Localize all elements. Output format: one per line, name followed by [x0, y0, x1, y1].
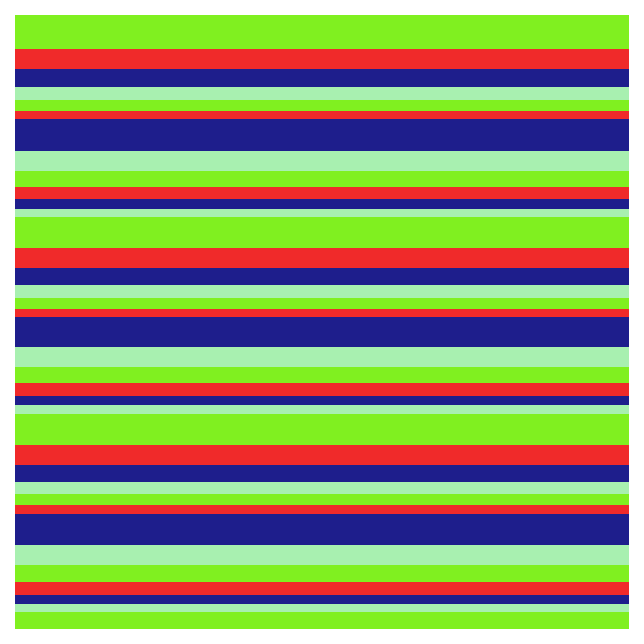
stripe-navy: [15, 514, 629, 545]
stripe-red: [15, 445, 629, 465]
stripe-red: [15, 187, 629, 199]
stripe-navy: [15, 119, 629, 151]
stripe-green: [15, 100, 629, 111]
stripe-green: [15, 612, 629, 629]
stripe-navy: [15, 396, 629, 405]
stripe-green: [15, 171, 629, 187]
stripe-mint: [15, 87, 629, 100]
stripe-mint: [15, 151, 629, 171]
stripe-red: [15, 582, 629, 595]
stripe-green: [15, 565, 629, 582]
stripe-green: [15, 298, 629, 309]
stripe-red: [15, 309, 629, 317]
stripe-green: [15, 367, 629, 383]
stripe-navy: [15, 595, 629, 604]
stripe-red: [15, 111, 629, 119]
stripe-green: [15, 494, 629, 505]
stripe-red: [15, 505, 629, 514]
stripe-navy: [15, 465, 629, 482]
stripe-red: [15, 383, 629, 396]
stripe-mint: [15, 604, 629, 612]
stripe-mint: [15, 285, 629, 298]
stripe-navy: [15, 317, 629, 347]
stripe-navy: [15, 268, 629, 285]
stripe-navy: [15, 69, 629, 87]
stripe-mint: [15, 209, 629, 217]
stripe-navy: [15, 199, 629, 209]
stripe-green: [15, 217, 629, 248]
striped-fabric: [15, 15, 629, 629]
stripe-red: [15, 49, 629, 69]
stripe-green: [15, 15, 629, 49]
stripe-mint: [15, 482, 629, 494]
stripe-green: [15, 414, 629, 445]
stripe-mint: [15, 405, 629, 414]
stripe-mint: [15, 347, 629, 367]
stripe-red: [15, 248, 629, 268]
stripe-mint: [15, 545, 629, 565]
